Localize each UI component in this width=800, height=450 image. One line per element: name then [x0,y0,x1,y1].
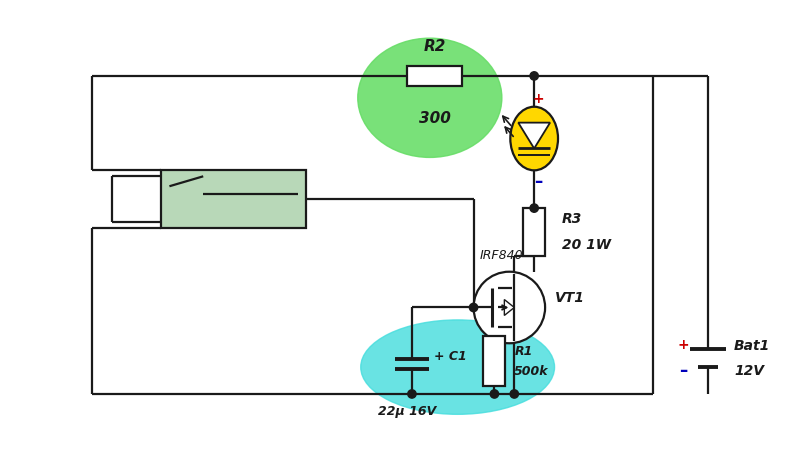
Circle shape [530,204,538,212]
Text: –: – [534,173,542,191]
Text: + C1: + C1 [434,350,466,363]
Circle shape [490,390,498,398]
Circle shape [470,303,478,312]
Text: 300: 300 [419,111,450,126]
Circle shape [530,72,538,80]
Text: 12V: 12V [734,364,764,378]
Text: Bat1: Bat1 [734,339,770,353]
Circle shape [474,272,545,343]
Ellipse shape [361,320,554,414]
Bar [483,336,506,386]
Bar [523,208,545,256]
Text: R2: R2 [423,39,446,54]
Text: VT1: VT1 [555,291,585,305]
Text: –: – [679,362,687,380]
Text: 20 1W: 20 1W [562,238,611,252]
Bar [162,171,306,228]
Circle shape [510,390,518,398]
Ellipse shape [510,107,558,171]
Text: +: + [532,92,544,106]
Text: R3: R3 [562,212,582,226]
Text: +: + [678,338,689,352]
Text: R1: R1 [514,345,533,358]
Text: 22μ 16V: 22μ 16V [378,405,436,418]
Ellipse shape [358,38,502,158]
Text: 500k: 500k [514,364,549,378]
Text: IRF840: IRF840 [479,249,523,262]
Polygon shape [518,123,550,148]
Circle shape [408,390,416,398]
Polygon shape [504,300,514,315]
Bar [407,66,462,86]
